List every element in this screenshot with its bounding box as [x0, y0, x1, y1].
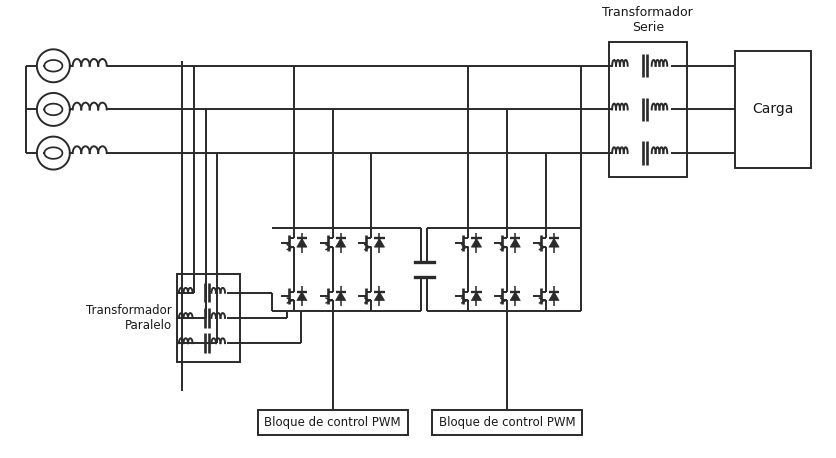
Polygon shape [335, 292, 346, 300]
Polygon shape [297, 292, 307, 300]
Polygon shape [297, 239, 307, 247]
Text: Bloque de control PWM: Bloque de control PWM [264, 416, 401, 429]
Polygon shape [549, 292, 559, 300]
Polygon shape [375, 292, 385, 300]
Text: Bloque de control PWM: Bloque de control PWM [439, 416, 575, 429]
Polygon shape [472, 239, 482, 247]
Bar [257, 410, 408, 435]
Polygon shape [472, 292, 482, 300]
Polygon shape [510, 239, 520, 247]
Polygon shape [549, 239, 559, 247]
Polygon shape [510, 292, 520, 300]
Bar [735, 51, 811, 168]
Bar [432, 410, 583, 435]
Text: Transformador
Paralelo: Transformador Paralelo [86, 304, 172, 332]
Text: Carga: Carga [752, 103, 793, 116]
Text: Transformador
Serie: Transformador Serie [603, 6, 693, 34]
Bar [609, 42, 686, 177]
Polygon shape [335, 239, 346, 247]
Polygon shape [375, 239, 385, 247]
Bar [177, 274, 240, 361]
